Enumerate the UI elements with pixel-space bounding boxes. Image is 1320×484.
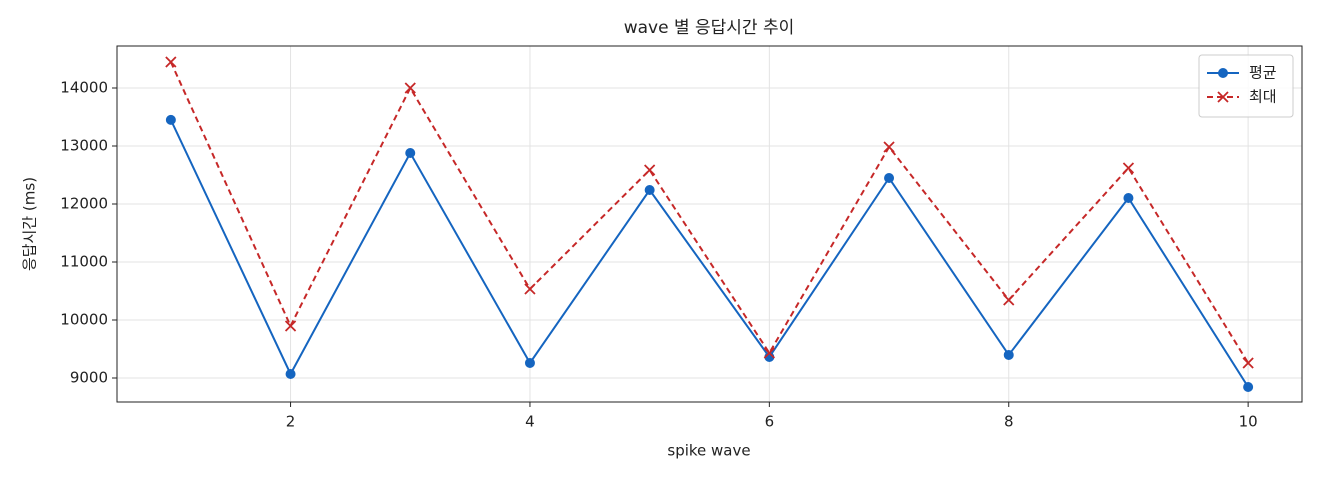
data-point	[883, 141, 895, 153]
x-tick-label: 4	[525, 413, 535, 431]
data-point	[524, 357, 535, 368]
data-point	[165, 56, 177, 68]
data-point	[1003, 294, 1015, 306]
legend-label: 최대	[1249, 88, 1277, 106]
data-point	[1122, 162, 1135, 174]
data-point	[405, 148, 416, 159]
data-point	[284, 320, 297, 332]
series-line	[169, 119, 1249, 388]
data-point	[1242, 357, 1254, 369]
y-tick-label: 13000	[60, 136, 108, 154]
data-point	[285, 368, 296, 379]
data-point	[884, 173, 895, 184]
data-point	[1123, 193, 1134, 204]
legend-label: 평균	[1249, 64, 1277, 82]
y-tick-label: 14000	[60, 78, 108, 96]
x-tick-label: 10	[1239, 413, 1258, 431]
x-tick-label: 2	[286, 413, 296, 431]
plot-frame	[116, 45, 1303, 403]
chart-title: wave 별 응답시간 추이	[624, 18, 795, 38]
data-point	[524, 283, 536, 295]
data-point	[644, 185, 655, 196]
series-line	[169, 61, 1249, 364]
data-point	[763, 347, 775, 359]
x-tick-label: 8	[1004, 413, 1014, 431]
data-point	[1003, 349, 1014, 360]
y-axis-label: 응답시간 (ms)	[21, 177, 39, 271]
legend-marker	[1217, 91, 1229, 103]
data-point	[644, 164, 656, 176]
legend-box	[1198, 54, 1294, 118]
x-axis-label: spike wave	[667, 442, 750, 460]
data-point	[404, 82, 416, 94]
y-tick-label: 11000	[60, 252, 108, 270]
y-tick-label: 12000	[60, 194, 108, 212]
data-point	[1243, 381, 1254, 392]
data-point	[165, 114, 176, 125]
x-tick-label: 6	[765, 413, 775, 431]
legend-marker	[1218, 68, 1228, 78]
y-tick-label: 9000	[70, 368, 108, 386]
y-tick-label: 10000	[60, 310, 108, 328]
